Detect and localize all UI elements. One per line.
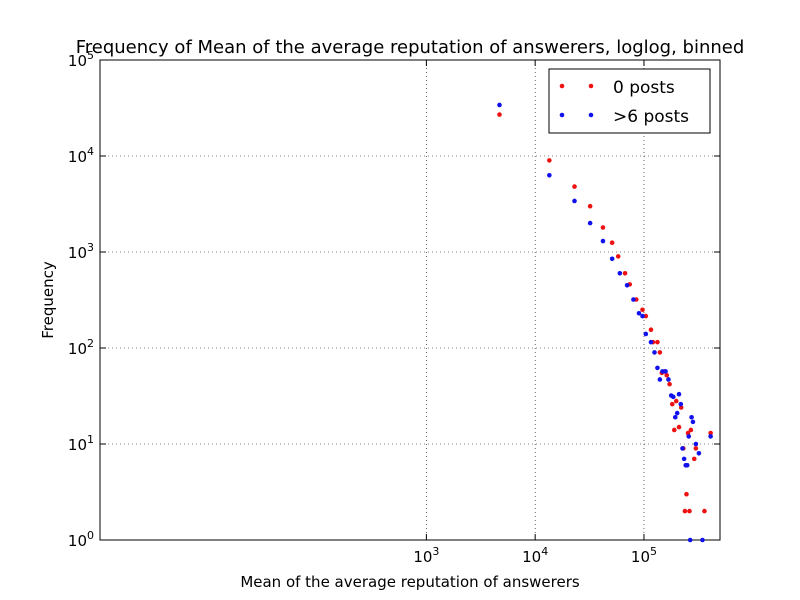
y-tick-label: 105 — [68, 49, 94, 70]
axis-ticks: 103 104 105 100 101 102 103 104 105 — [68, 49, 720, 566]
data-point — [687, 508, 692, 514]
data-point — [702, 508, 707, 514]
data-point — [671, 427, 677, 433]
y-tick-label: 100 — [68, 529, 94, 550]
data-point — [657, 377, 663, 382]
data-point — [667, 381, 672, 387]
data-point — [640, 307, 645, 313]
data-point — [680, 446, 685, 451]
data-point — [666, 377, 671, 382]
data-point — [672, 414, 678, 420]
series-1 — [497, 102, 713, 543]
legend-label-0-posts: 0 posts — [613, 78, 675, 98]
data-point — [684, 491, 689, 497]
data-point — [572, 184, 577, 189]
data-point — [682, 508, 688, 514]
data-point — [674, 410, 680, 416]
x-tick-label: 103 — [413, 545, 439, 566]
y-axis-label: Frequency — [39, 261, 57, 339]
series-0 — [497, 112, 713, 514]
data-point — [678, 405, 684, 410]
y-tick-label: 103 — [68, 241, 94, 262]
data-point — [655, 365, 660, 371]
chart-title: Frequency of Mean of the average reputat… — [76, 37, 745, 58]
y-tick-label: 101 — [68, 433, 94, 454]
data-point — [657, 350, 663, 355]
y-tick-label: 102 — [68, 337, 94, 358]
data-point — [688, 427, 694, 433]
data-point — [643, 331, 649, 337]
legend-marker-0-posts — [559, 83, 565, 89]
legend-box — [548, 68, 711, 134]
legend-label-6-posts: >6 posts — [613, 107, 689, 127]
data-point — [636, 310, 642, 316]
data-point — [708, 430, 713, 436]
data-point — [624, 282, 630, 288]
data-point — [547, 158, 552, 163]
data-point — [664, 372, 670, 378]
data-point — [691, 456, 697, 462]
data-point — [640, 313, 645, 319]
data-point — [655, 339, 660, 345]
data-point — [648, 327, 654, 333]
y-tick-label: 104 — [68, 145, 94, 166]
data-point — [693, 441, 699, 447]
data-point — [669, 401, 675, 407]
x-tick-label: 104 — [522, 545, 548, 566]
data-point — [708, 434, 713, 439]
data-point — [700, 537, 705, 543]
data-point — [600, 238, 606, 244]
data-point — [572, 198, 577, 204]
data-point — [670, 394, 676, 400]
data-points — [497, 102, 713, 543]
legend-marker-6-posts — [588, 112, 594, 118]
data-point — [673, 398, 679, 404]
data-point — [497, 112, 502, 117]
data-point — [497, 102, 502, 108]
data-point — [587, 203, 593, 209]
data-point — [643, 313, 649, 319]
data-point — [617, 270, 623, 276]
data-point — [684, 462, 690, 468]
data-point — [609, 240, 615, 245]
legend-marker-6-posts — [559, 112, 565, 118]
data-point — [678, 401, 684, 407]
data-point — [631, 297, 636, 302]
data-point — [622, 270, 628, 276]
data-point — [663, 369, 668, 374]
data-point — [693, 446, 699, 451]
data-point — [676, 424, 682, 430]
legend: 0 posts >6 posts — [548, 68, 711, 134]
data-point — [652, 350, 657, 355]
data-point — [648, 339, 654, 345]
data-point — [676, 391, 682, 397]
x-tick-label: 105 — [631, 545, 657, 566]
data-point — [587, 220, 593, 226]
data-point — [615, 254, 621, 259]
data-point — [689, 414, 694, 420]
data-point — [609, 256, 615, 262]
legend-marker-0-posts — [588, 83, 594, 89]
data-point — [686, 434, 692, 439]
data-point — [600, 225, 606, 230]
data-point — [547, 172, 552, 178]
plot-area — [99, 59, 721, 541]
data-point — [681, 456, 687, 462]
data-point — [696, 451, 702, 456]
data-point — [690, 419, 696, 425]
x-axis-label: Mean of the average reputation of answer… — [240, 573, 580, 591]
data-point — [687, 537, 693, 543]
